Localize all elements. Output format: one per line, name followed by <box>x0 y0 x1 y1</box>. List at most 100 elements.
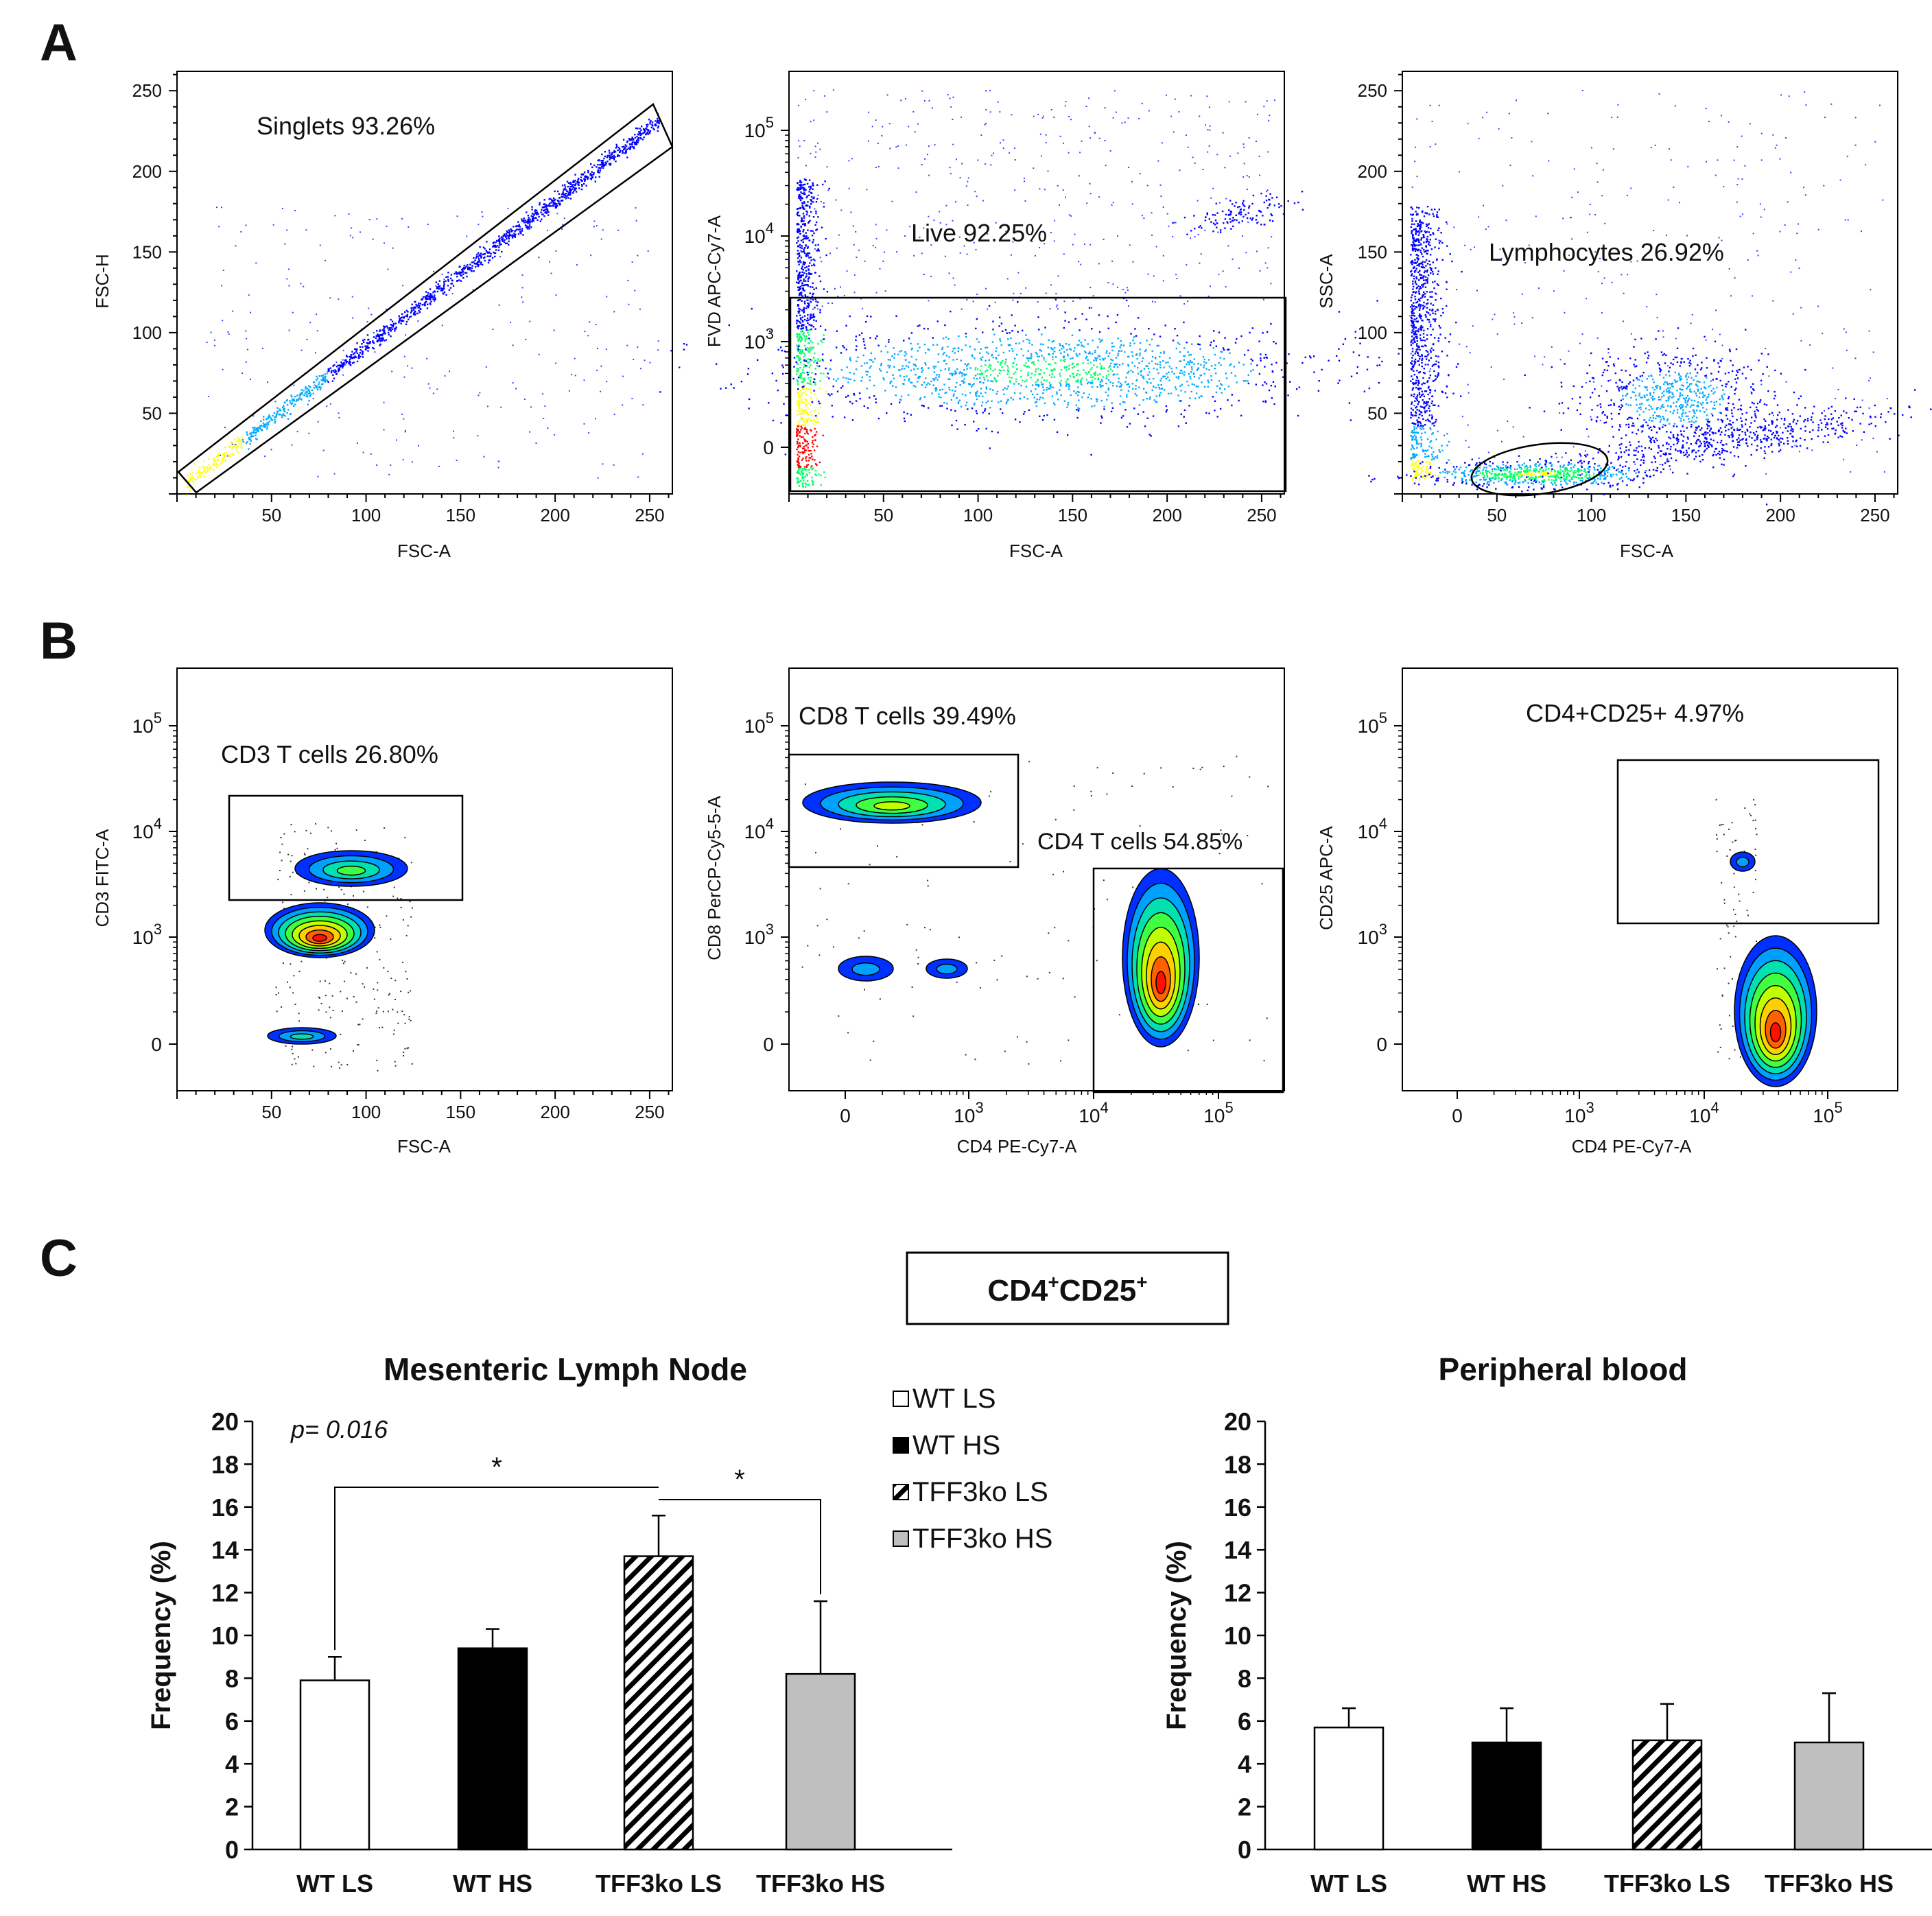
event-dot <box>294 403 296 405</box>
events-a1 <box>186 113 660 496</box>
event-dot <box>301 389 303 391</box>
event-dot <box>875 401 877 403</box>
event-dot <box>799 412 801 414</box>
event-dot <box>1089 287 1092 289</box>
event-dot <box>1127 370 1130 373</box>
event-dot <box>936 388 938 390</box>
event-dot <box>1023 177 1025 179</box>
event-dot <box>915 386 917 388</box>
event-dot <box>1177 394 1179 397</box>
event-dot <box>802 486 804 488</box>
event-dot <box>802 387 805 389</box>
event-dot <box>889 381 891 383</box>
event-dot <box>1611 117 1613 119</box>
event-dot <box>1721 357 1723 359</box>
event-dot <box>1094 377 1096 380</box>
event-dot <box>1168 225 1170 227</box>
event-dot <box>811 324 813 327</box>
event-dot <box>798 344 801 346</box>
event-dot <box>338 364 340 366</box>
event-dot <box>267 381 268 383</box>
event-dot <box>604 161 606 163</box>
event-dot <box>1267 267 1269 269</box>
event-dot <box>1072 375 1074 378</box>
event-dot <box>1000 340 1002 342</box>
event-dot <box>568 390 570 392</box>
event-dot <box>1090 382 1092 385</box>
event-dot <box>797 355 799 357</box>
event-dot <box>683 348 685 351</box>
event-dot <box>959 371 961 373</box>
event-dot <box>1760 159 1763 161</box>
event-dot <box>1222 270 1224 272</box>
event-dot <box>1216 154 1218 156</box>
event-dot <box>810 349 812 351</box>
event-dot <box>805 388 808 390</box>
event-dot <box>550 272 552 274</box>
event-dot <box>932 337 934 339</box>
event-dot <box>625 151 627 153</box>
event-dot <box>803 228 805 231</box>
event-dot <box>803 307 805 309</box>
event-dot <box>1002 330 1004 332</box>
event-dot <box>810 453 812 455</box>
event-dot <box>479 392 481 394</box>
event-dot <box>1048 381 1051 384</box>
event-dot <box>352 317 354 319</box>
event-dot <box>275 416 277 418</box>
event-dot <box>1135 379 1138 381</box>
event-dot <box>805 275 808 277</box>
event-dot <box>615 161 617 163</box>
event-dot <box>749 398 751 401</box>
event-dot <box>1011 314 1013 316</box>
event-dot <box>262 422 265 425</box>
event-dot <box>832 416 834 418</box>
event-dot <box>1072 244 1074 246</box>
event-dot <box>934 388 936 390</box>
event-dot <box>410 316 412 318</box>
event-dot <box>870 352 872 354</box>
event-dot <box>641 139 644 141</box>
event-dot <box>1832 367 1834 369</box>
event-dot <box>798 397 801 399</box>
event-dot <box>1156 368 1158 370</box>
event-dot <box>1229 352 1231 354</box>
event-dot <box>1157 160 1159 162</box>
event-dot <box>1882 199 1884 201</box>
event-dot <box>1058 204 1060 206</box>
event-dot <box>309 322 311 324</box>
event-dot <box>633 146 635 148</box>
event-dot <box>1151 338 1153 340</box>
event-dot <box>802 381 805 383</box>
event-dot <box>812 286 814 288</box>
event-dot <box>263 418 265 421</box>
event-dot <box>1271 236 1273 238</box>
event-dot <box>797 304 799 306</box>
event-dot <box>390 464 392 466</box>
event-dot <box>892 385 894 387</box>
event-dot <box>779 346 782 348</box>
event-dot <box>811 456 813 458</box>
event-dot <box>803 331 805 334</box>
event-dot <box>768 402 770 404</box>
event-dot <box>808 221 810 223</box>
event-dot <box>1210 341 1212 344</box>
event-dot <box>262 425 264 427</box>
event-dot <box>954 373 956 375</box>
event-dot <box>921 164 923 165</box>
event-dot <box>1077 407 1079 409</box>
event-dot <box>1057 399 1059 401</box>
event-dot <box>500 236 503 238</box>
event-dot <box>953 393 955 395</box>
event-dot <box>339 366 342 368</box>
event-dot <box>526 228 529 230</box>
event-dot <box>1050 376 1052 378</box>
event-dot <box>811 401 813 403</box>
event-dot <box>453 272 456 275</box>
event-dot <box>353 362 355 364</box>
event-dot <box>360 355 362 358</box>
event-dot <box>1180 390 1182 392</box>
event-dot <box>209 466 211 469</box>
event-dot <box>892 374 894 376</box>
event-dot <box>1030 390 1033 392</box>
